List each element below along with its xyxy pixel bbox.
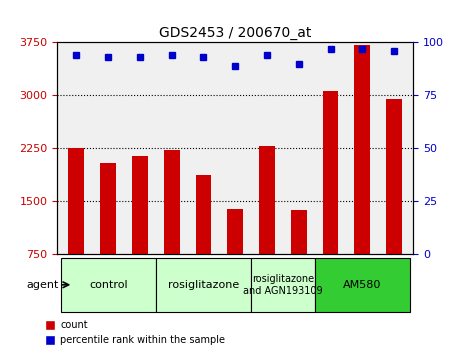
Bar bbox=[354, 45, 370, 308]
Bar bbox=[291, 210, 307, 308]
Bar bbox=[196, 175, 212, 308]
Title: GDS2453 / 200670_at: GDS2453 / 200670_at bbox=[159, 26, 311, 40]
Text: rosiglitazone: rosiglitazone bbox=[168, 280, 239, 290]
Bar bbox=[164, 150, 179, 308]
Text: control: control bbox=[89, 280, 128, 290]
FancyBboxPatch shape bbox=[251, 257, 314, 312]
Bar bbox=[259, 146, 275, 308]
Bar bbox=[132, 155, 148, 308]
Bar bbox=[100, 162, 116, 308]
FancyBboxPatch shape bbox=[61, 257, 156, 312]
Bar bbox=[227, 209, 243, 308]
Text: rosiglitazone
and AGN193109: rosiglitazone and AGN193109 bbox=[243, 274, 323, 296]
Bar bbox=[68, 148, 84, 308]
Text: AM580: AM580 bbox=[343, 280, 381, 290]
FancyBboxPatch shape bbox=[156, 257, 251, 312]
Bar bbox=[323, 91, 338, 308]
FancyBboxPatch shape bbox=[314, 257, 410, 312]
Legend: count, percentile rank within the sample: count, percentile rank within the sample bbox=[42, 316, 229, 349]
Bar bbox=[386, 99, 402, 308]
Text: agent: agent bbox=[27, 280, 59, 290]
